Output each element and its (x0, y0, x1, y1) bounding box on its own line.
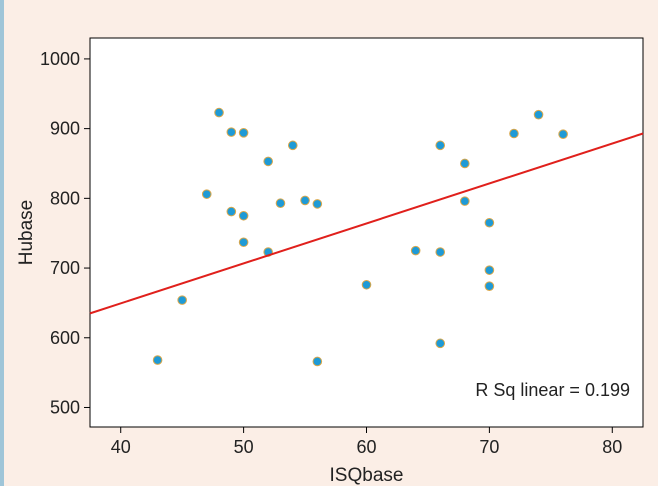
data-point (238, 210, 249, 221)
data-point (460, 158, 470, 169)
y-axis-label: Hubase (16, 200, 37, 266)
axis-ticks (84, 58, 613, 433)
data-point (312, 199, 323, 209)
data-point (484, 265, 495, 275)
y-tick-label: 1000 (40, 49, 80, 69)
y-tick-label: 600 (50, 328, 80, 348)
data-point (201, 189, 212, 199)
data-point (435, 140, 446, 151)
data-point (361, 279, 372, 290)
data-point (460, 196, 470, 206)
data-point (509, 128, 519, 139)
axis-tick-labels: 40 50 60 70 80 500 600 700 800 900 1000 (40, 49, 622, 457)
data-point (238, 237, 249, 248)
x-tick-label: 80 (602, 437, 622, 457)
data-point (263, 156, 273, 167)
fit-line (89, 132, 644, 315)
data-point (533, 109, 544, 120)
data-point (300, 195, 310, 206)
y-tick-label: 900 (50, 119, 80, 139)
data-point (484, 281, 495, 291)
x-tick-label: 50 (234, 437, 254, 457)
data-point (226, 127, 237, 137)
y-tick-label: 700 (50, 258, 80, 278)
y-tick-label: 800 (50, 188, 80, 208)
data-point (435, 247, 446, 257)
x-tick-label: 70 (479, 437, 499, 457)
data-point (558, 129, 568, 140)
data-point (214, 107, 224, 118)
data-points (152, 107, 568, 367)
data-point (312, 356, 323, 367)
x-tick-label: 40 (111, 437, 131, 457)
left-border (0, 0, 4, 486)
x-axis-label: ISQbase (330, 465, 404, 486)
data-point (177, 295, 187, 305)
data-point (410, 245, 421, 256)
data-point (152, 355, 163, 365)
x-tick-label: 60 (356, 437, 376, 457)
data-point (435, 338, 446, 349)
data-point (484, 217, 495, 228)
plot-area (89, 37, 644, 428)
y-tick-label: 500 (50, 397, 80, 417)
data-point (226, 206, 237, 217)
r-squared-annotation: R Sq linear = 0.199 (475, 380, 630, 400)
data-point (275, 198, 286, 209)
data-point (287, 140, 298, 151)
data-point (238, 128, 249, 138)
